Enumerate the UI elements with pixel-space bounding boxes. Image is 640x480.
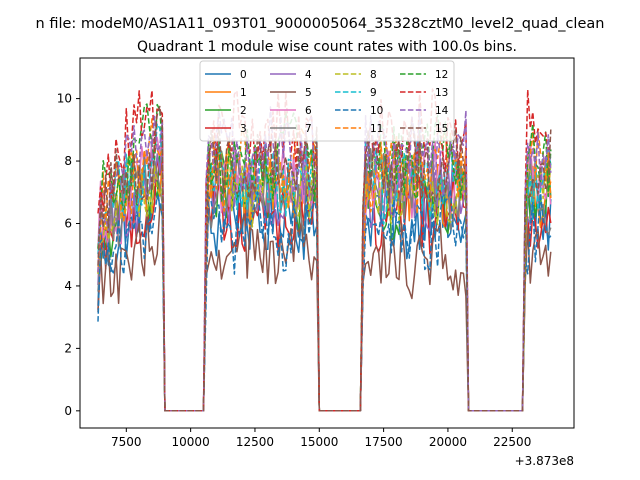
y-tick-label: 6 [64,216,72,230]
legend-label-14: 14 [435,105,449,117]
legend-label-2: 2 [240,105,247,117]
legend-label-1: 1 [240,87,247,99]
y-tick-label: 4 [64,279,72,293]
x-offset-label: +3.873e8 [515,454,574,468]
legend-label-8: 8 [370,69,377,81]
legend-label-4: 4 [305,69,312,81]
y-tick-label: 0 [64,404,72,418]
legend-label-3: 3 [240,123,247,135]
plot-frame [79,57,575,429]
series-line-15 [97,105,552,412]
legend-label-0: 0 [240,69,247,81]
chart-title: Quadrant 1 module wise count rates with … [137,39,517,55]
y-axis: 0 2 4 6 8 10 [57,92,80,418]
x-tick-label: 20000 [429,435,467,449]
x-tick-label: 10000 [172,435,210,449]
series-layer [97,88,552,412]
y-tick-label: 2 [64,341,72,355]
legend-label-11: 11 [370,123,383,135]
y-tick-label: 8 [64,154,72,168]
x-tick-label: 15000 [300,435,338,449]
legend-label-9: 9 [370,87,377,99]
legend-label-12: 12 [435,69,448,81]
x-tick-label: 12500 [236,435,274,449]
legend-label-7: 7 [305,123,312,135]
x-tick-label: 17500 [365,435,403,449]
legend-label-13: 13 [435,87,448,99]
legend-label-10: 10 [370,105,383,117]
y-tick-label: 10 [57,92,72,106]
x-tick-label: 22500 [493,435,531,449]
x-axis: 7500 10000 12500 15000 17500 20000 22500 [111,428,531,449]
legend-label-6: 6 [305,105,312,117]
x-tick-label: 7500 [111,435,142,449]
figure-suptitle: n file: modeM0/AS1A11_093T01_9000005064_… [36,16,605,32]
legend-box [199,60,455,142]
legend-label-5: 5 [305,87,312,99]
legend-label-15: 15 [435,123,448,135]
